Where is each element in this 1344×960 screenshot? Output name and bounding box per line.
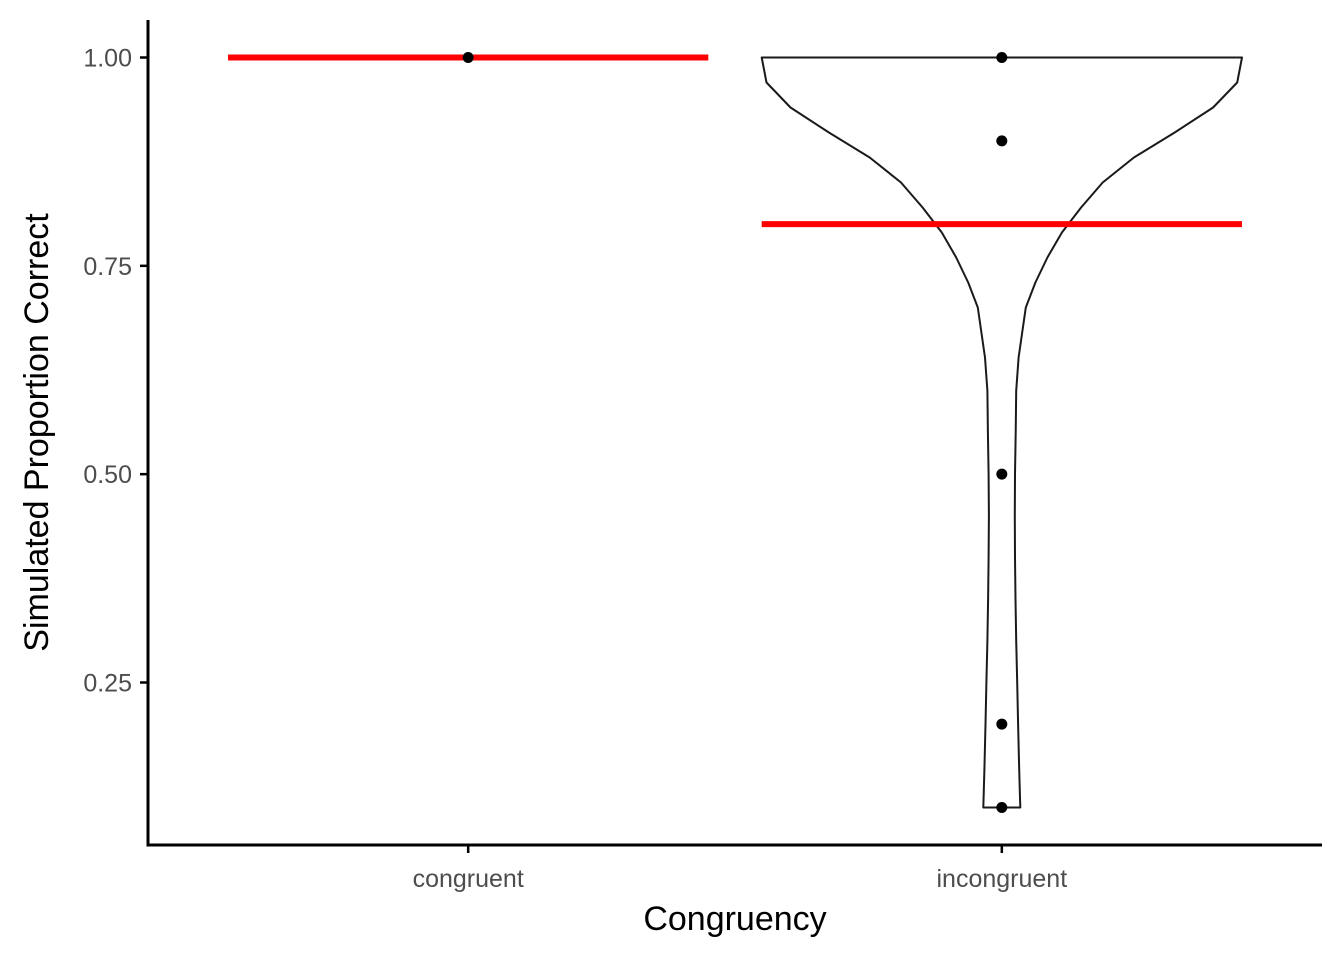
data-point bbox=[462, 52, 474, 63]
data-point bbox=[996, 802, 1008, 813]
violin-incongruent bbox=[760, 56, 1243, 809]
axes: 0.25 0.50 0.75 1.00 congruent incongruent bbox=[83, 20, 1322, 893]
y-tick-label: 0.50 bbox=[83, 461, 132, 489]
x-axis-title: Congruency bbox=[643, 900, 826, 938]
point-layer bbox=[462, 52, 1008, 813]
x-tick-label-congruent: congruent bbox=[413, 865, 524, 893]
y-axis-title: Simulated Proportion Correct bbox=[18, 213, 56, 652]
y-tick-label: 0.75 bbox=[83, 253, 132, 281]
y-ticks: 0.25 0.50 0.75 1.00 bbox=[83, 45, 148, 698]
data-point bbox=[996, 135, 1008, 147]
data-point bbox=[996, 468, 1008, 480]
x-ticks: congruent incongruent bbox=[413, 845, 1067, 893]
data-point bbox=[996, 52, 1008, 63]
data-point bbox=[996, 718, 1008, 730]
mean-line-layer bbox=[228, 54, 1242, 228]
x-tick-label-incongruent: incongruent bbox=[936, 865, 1067, 893]
y-tick-label: 1.00 bbox=[83, 45, 132, 73]
violin-layer bbox=[760, 56, 1243, 809]
y-tick-label: 0.25 bbox=[83, 670, 132, 698]
